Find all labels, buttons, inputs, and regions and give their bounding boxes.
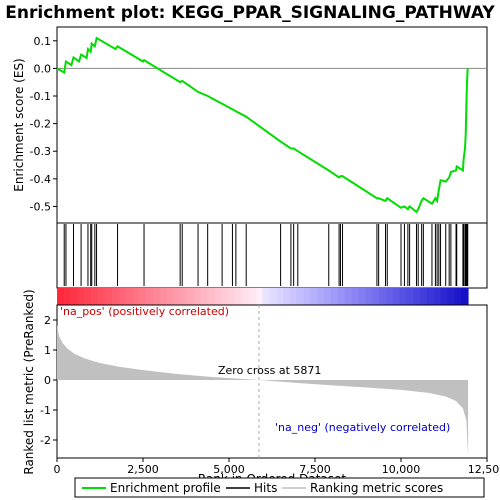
metric-ytick-label: 2 — [44, 314, 51, 327]
legend-metric-label: Ranking metric scores — [310, 481, 443, 495]
colorbar-segment — [207, 288, 216, 305]
colorbar-segment — [317, 288, 325, 305]
colorbar-segment — [392, 288, 401, 305]
x-tick-label: 5,000 — [213, 463, 245, 476]
colorbar-segment — [159, 288, 168, 305]
colorbar-segment — [255, 288, 264, 305]
legend-enrichment-label: Enrichment profile — [110, 481, 221, 495]
zero-cross-label: Zero cross at 5871 — [218, 364, 321, 377]
es-panel — [56, 26, 488, 224]
colorbar-segment — [104, 288, 113, 305]
colorbar-segment — [296, 288, 305, 305]
legend-hits-label: Hits — [254, 481, 277, 495]
colorbar-segment — [248, 288, 257, 305]
colorbar-segment — [413, 288, 421, 305]
es-ytick-label: -0.3 — [30, 145, 51, 158]
x-tick-label: 10,000 — [382, 463, 421, 476]
x-tick-label: 12,500 — [468, 463, 500, 476]
colorbar-segment — [187, 288, 195, 305]
metric-ytick-label: -2 — [40, 434, 51, 447]
colorbar-segment — [139, 288, 147, 305]
colorbar-segment — [118, 288, 127, 305]
colorbar-segment — [200, 288, 209, 305]
x-tick-label: 2,500 — [127, 463, 159, 476]
colorbar-segment — [180, 288, 188, 305]
colorbar-segment — [235, 288, 243, 305]
colorbar-segment — [303, 288, 311, 305]
colorbar-segment — [454, 288, 462, 305]
colorbar-segment — [351, 288, 359, 305]
es-ytick-label: -0.2 — [30, 118, 51, 131]
colorbar-segment — [406, 288, 414, 305]
es-ytick-label: -0.5 — [30, 200, 51, 213]
colorbar-segment — [337, 288, 346, 305]
colorbar-segment — [399, 288, 407, 305]
colorbar-segment — [84, 288, 92, 305]
colorbar-segment — [91, 288, 99, 305]
chart-title: Enrichment plot: KEGG_PPAR_SIGNALING_PAT… — [5, 3, 495, 23]
colorbar-segment — [447, 288, 455, 305]
metric-panel — [56, 304, 488, 459]
colorbar-segment — [426, 288, 435, 305]
x-tick-label: 0 — [54, 463, 61, 476]
colorbar-segment — [166, 288, 174, 305]
pos-correlated-label: 'na_pos' (positively correlated) — [60, 305, 229, 318]
colorbar-segment — [146, 288, 154, 305]
neg-correlated-label: 'na_neg' (negatively correlated) — [275, 421, 450, 434]
metric-ylabel: Ranked list metric (PreRanked) — [22, 289, 36, 474]
colorbar-segment — [420, 288, 428, 305]
colorbar-segment — [283, 288, 291, 305]
colorbar-segment — [152, 288, 161, 305]
colorbar-segment — [221, 288, 229, 305]
colorbar-segment — [379, 288, 387, 305]
es-ytick-label: -0.1 — [30, 90, 51, 103]
hits-panel — [56, 222, 488, 289]
legend-box — [74, 477, 485, 498]
colorbar-segment — [63, 288, 72, 305]
colorbar-segment — [433, 288, 442, 305]
colorbar-segment — [132, 288, 140, 305]
metric-ytick-label: 1 — [44, 344, 51, 357]
colorbar-segment — [461, 288, 469, 305]
colorbar-segment — [324, 288, 332, 305]
colorbar-segment — [344, 288, 353, 305]
colorbar-segment — [57, 288, 65, 305]
es-ytick-label: -0.4 — [30, 173, 51, 186]
colorbar-segment — [70, 288, 79, 305]
metric-ytick-label: 0 — [44, 374, 51, 387]
colorbar-segment — [98, 288, 106, 305]
es-ylabel: Enrichment score (ES) — [12, 58, 26, 191]
metric-ytick-label: -1 — [40, 404, 51, 417]
colorbar-segment — [372, 288, 380, 305]
colorbar-segment — [228, 288, 236, 305]
colorbar-segment — [385, 288, 394, 305]
colorbar-segment — [214, 288, 222, 305]
colorbar-segment — [440, 288, 449, 305]
colorbar-segment — [276, 288, 284, 305]
es-ytick-label: 0.0 — [34, 62, 52, 75]
colorbar-segment — [331, 288, 339, 305]
colorbar-segment — [262, 288, 270, 305]
x-tick-label: 7,500 — [299, 463, 331, 476]
colorbar-segment — [125, 288, 133, 305]
es-ytick-label: 0.1 — [34, 35, 52, 48]
colorbar-segment — [194, 288, 202, 305]
enrichment-profile-line — [56, 36, 469, 214]
colorbar-segment — [310, 288, 318, 305]
colorbar-segment — [111, 288, 120, 305]
colorbar-segment — [241, 288, 250, 305]
colorbar-segment — [77, 288, 85, 305]
colorbar-segment — [269, 288, 277, 305]
colorbar-segment — [173, 288, 181, 305]
colorbar-segment — [358, 288, 366, 305]
colorbar-segment — [289, 288, 298, 305]
rank-colorbar — [57, 288, 469, 305]
colorbar-segment — [365, 288, 373, 305]
